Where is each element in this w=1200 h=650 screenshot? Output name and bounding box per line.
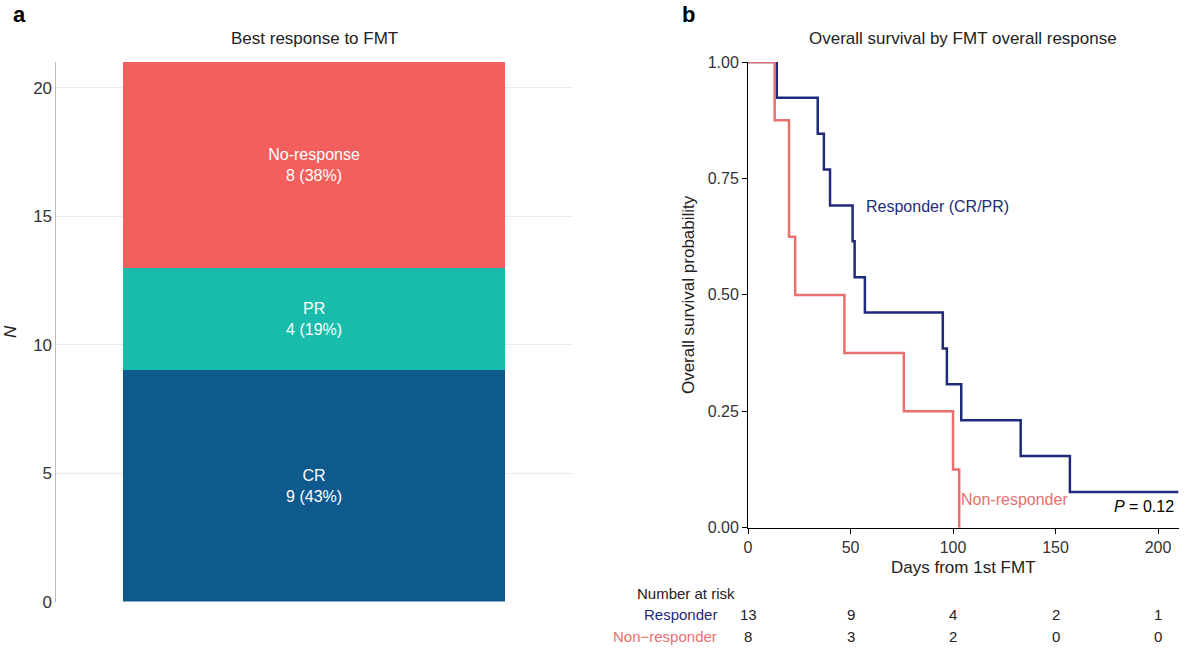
svg-text:50: 50 bbox=[842, 539, 860, 556]
svg-text:0.50: 0.50 bbox=[708, 286, 739, 303]
svg-text:Responder: Responder bbox=[644, 606, 717, 623]
svg-text:13: 13 bbox=[740, 606, 757, 623]
svg-text:Overall survival by FMT overal: Overall survival by FMT overall response bbox=[809, 29, 1117, 48]
svg-text:b: b bbox=[682, 2, 695, 27]
svg-text:200: 200 bbox=[1145, 539, 1172, 556]
svg-text:150: 150 bbox=[1042, 539, 1069, 556]
svg-text:9: 9 bbox=[847, 606, 855, 623]
svg-text:Overall survival probability: Overall survival probability bbox=[679, 195, 698, 394]
svg-text:1.00: 1.00 bbox=[708, 54, 739, 71]
svg-text:PR4 (19%): PR4 (19%) bbox=[286, 300, 342, 338]
svg-text:CR9 (43%): CR9 (43%) bbox=[286, 467, 342, 505]
svg-text:No-response8 (38%): No-response8 (38%) bbox=[268, 146, 360, 184]
svg-text:10: 10 bbox=[33, 336, 52, 355]
svg-text:100: 100 bbox=[940, 539, 967, 556]
svg-text:3: 3 bbox=[847, 628, 855, 645]
svg-text:8: 8 bbox=[744, 628, 752, 645]
svg-text:0.00: 0.00 bbox=[708, 519, 739, 536]
svg-text:Responder (CR/PR): Responder (CR/PR) bbox=[866, 198, 1009, 215]
svg-text:0: 0 bbox=[1154, 628, 1162, 645]
svg-text:2: 2 bbox=[949, 628, 957, 645]
svg-text:Days from 1st FMT: Days from 1st FMT bbox=[891, 558, 1036, 577]
svg-text:1: 1 bbox=[1154, 606, 1162, 623]
svg-text:0: 0 bbox=[43, 593, 52, 612]
svg-text:P = 0.12: P = 0.12 bbox=[1114, 498, 1174, 515]
svg-text:2: 2 bbox=[1052, 606, 1060, 623]
svg-text:15: 15 bbox=[33, 207, 52, 226]
svg-text:Non−responder: Non−responder bbox=[613, 628, 717, 645]
svg-text:0.25: 0.25 bbox=[708, 403, 739, 420]
svg-text:Number at risk: Number at risk bbox=[637, 585, 735, 602]
svg-text:Best response to FMT: Best response to FMT bbox=[231, 29, 398, 48]
svg-text:4: 4 bbox=[949, 606, 957, 623]
svg-text:Non-responder: Non-responder bbox=[961, 491, 1068, 508]
svg-text:N: N bbox=[1, 325, 20, 338]
svg-text:5: 5 bbox=[43, 464, 52, 483]
svg-text:0: 0 bbox=[1052, 628, 1060, 645]
svg-text:20: 20 bbox=[33, 79, 52, 98]
svg-text:a: a bbox=[13, 2, 26, 27]
svg-text:0.75: 0.75 bbox=[708, 170, 739, 187]
svg-text:0: 0 bbox=[744, 539, 753, 556]
